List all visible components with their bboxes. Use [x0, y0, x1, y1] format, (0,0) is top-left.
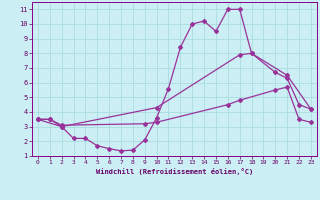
X-axis label: Windchill (Refroidissement éolien,°C): Windchill (Refroidissement éolien,°C) — [96, 168, 253, 175]
